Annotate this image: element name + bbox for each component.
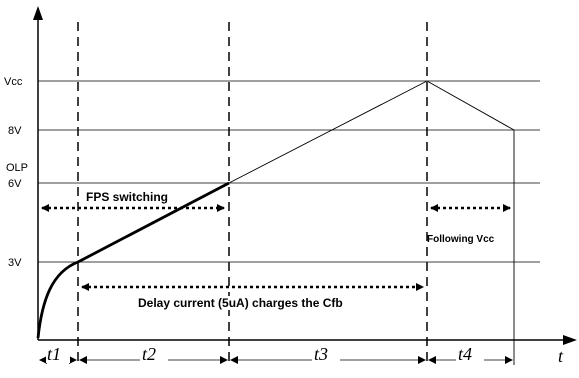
delay-current-label: Delay current (5uA) charges the Cfb [138, 296, 343, 310]
interval-label-t1: t1 [47, 344, 61, 364]
fps-switching-label: FPS switching [86, 190, 168, 204]
waveform [36, 80, 515, 339]
y-label-6v: 6V [8, 178, 22, 190]
interval-label-t4: t4 [458, 344, 472, 364]
waveform-fps-t2 [77, 181, 230, 264]
y-label-3v: 3V [8, 257, 22, 269]
following-vcc-label: Following Vcc [427, 234, 495, 245]
x-axis-arrow-icon [563, 335, 577, 345]
interval-label-t3: t3 [314, 344, 328, 364]
interval-label-t2: t2 [142, 344, 156, 364]
annotation-arrows [41, 204, 511, 291]
axes [33, 6, 577, 345]
x-axis-label: t [558, 346, 564, 366]
annotation-labels: FPS switching Following Vcc Delay curren… [84, 189, 495, 310]
waveform-discharge-t4 [426, 80, 515, 131]
y-label-8v: 8V [8, 125, 22, 137]
interval-labels: t1 t2 t3 t4 [46, 344, 484, 364]
level-lines [38, 80, 540, 263]
waveform-charge-t3 [228, 80, 428, 184]
y-axis-arrow-icon [33, 6, 43, 20]
y-label-olp: OLP [6, 162, 28, 174]
y-labels: Vcc 8V OLP 6V 3V [4, 76, 28, 269]
waveform-rise-t1 [36, 260, 79, 339]
y-label-vcc: Vcc [4, 76, 23, 88]
